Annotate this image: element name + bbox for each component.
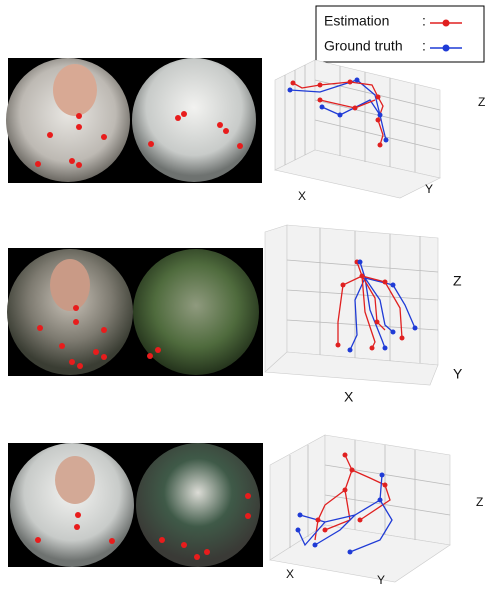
fisheye-view xyxy=(132,58,256,182)
page: Estimation : Ground truth : X Y Z Z Y X … xyxy=(0,0,488,592)
axis-label: Y xyxy=(453,366,463,382)
figure: Estimation : Ground truth : X Y Z Z Y X … xyxy=(0,0,488,587)
axis-label: Z xyxy=(453,273,462,289)
axis-label: Z xyxy=(476,495,483,509)
face xyxy=(55,456,95,504)
axis-label: X xyxy=(286,567,294,581)
legend-marker xyxy=(443,45,450,52)
legend-label: Estimation xyxy=(324,13,389,29)
legend-separator: : xyxy=(422,13,426,29)
legend-separator: : xyxy=(422,38,426,54)
axis-label: Y xyxy=(425,182,433,196)
plot-3d xyxy=(265,225,438,385)
legend-marker xyxy=(443,20,450,27)
fisheye-view xyxy=(136,443,260,567)
face xyxy=(50,259,90,311)
plot-3d xyxy=(275,60,440,198)
face xyxy=(53,64,97,116)
axis-label: X xyxy=(344,389,354,405)
plot-3d xyxy=(270,435,450,582)
axis-label: Y xyxy=(377,573,385,587)
axis-label: X xyxy=(298,189,306,203)
legend-label: Ground truth xyxy=(324,38,403,54)
axis-label: Z xyxy=(478,95,485,109)
